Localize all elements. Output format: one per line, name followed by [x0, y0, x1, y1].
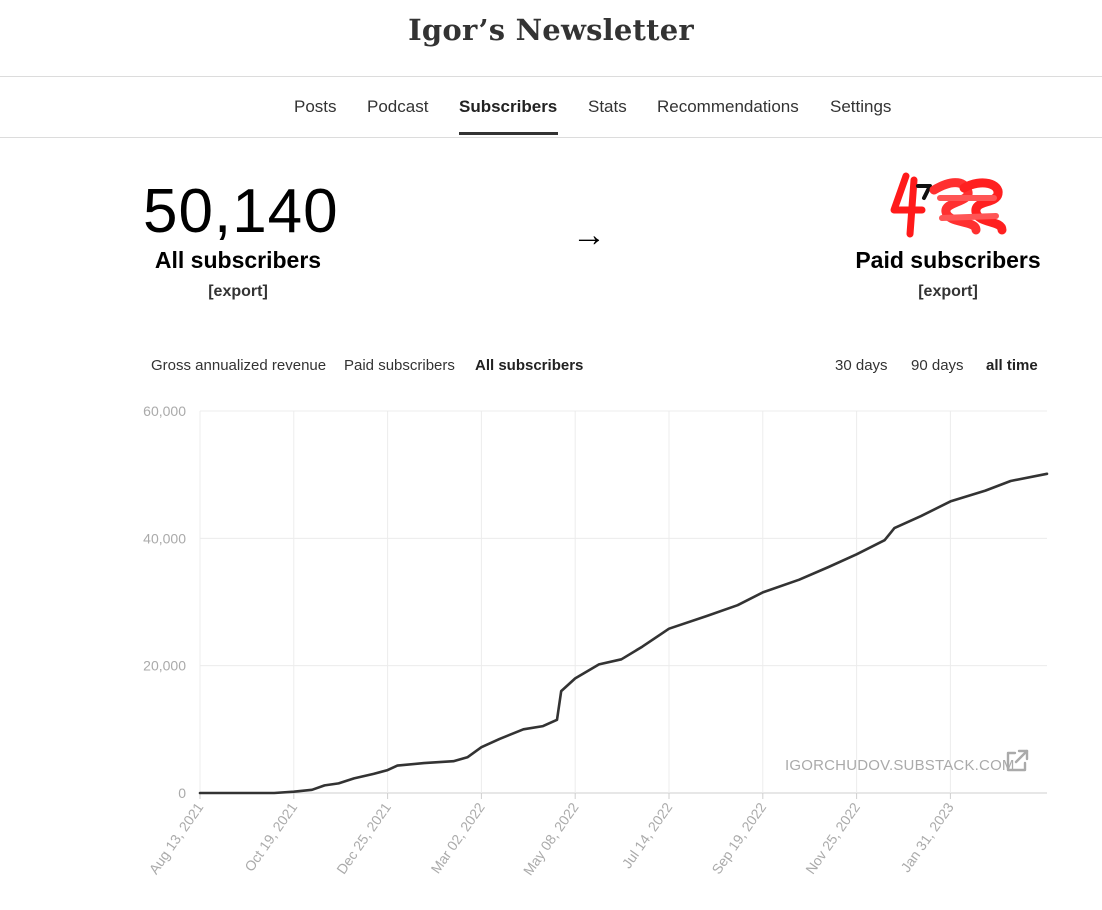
redacted-paid-count: [890, 172, 1007, 238]
x-tick-label: Sep 19, 2022: [708, 799, 769, 877]
header-divider: [0, 76, 1102, 77]
nav-recommendations[interactable]: Recommendations: [657, 97, 799, 116]
x-tick-label: Mar 02, 2022: [427, 799, 488, 876]
subscribers-series-line: [198, 472, 1049, 795]
active-tab-indicator: [459, 132, 558, 135]
range-90-days[interactable]: 90 days: [911, 357, 964, 374]
y-tick-label: 0: [178, 785, 186, 801]
export-paid-subscribers-link[interactable]: [export]: [918, 283, 978, 300]
x-tick-label: Oct 19, 2021: [241, 799, 300, 874]
nav-settings[interactable]: Settings: [830, 97, 892, 116]
nav-posts[interactable]: Posts: [294, 97, 337, 116]
nav-podcast[interactable]: Podcast: [367, 97, 429, 116]
all-subscribers-label: All subscribers: [154, 247, 322, 273]
y-tick-label: 60,000: [143, 403, 186, 419]
tab-all-subscribers[interactable]: All subscribers: [475, 357, 584, 374]
x-tick-label: Aug 13, 2021: [146, 799, 207, 877]
x-tick-label: Nov 25, 2022: [802, 799, 863, 877]
x-tick-label: May 08, 2022: [520, 799, 582, 878]
nav-divider: [0, 137, 1102, 138]
subscribers-chart: 0 20,000 40,000 60,000 Aug 13, 2021 Oct 19, 2…: [143, 403, 1049, 878]
all-subscribers-count: 50,140: [143, 177, 339, 246]
tab-paid-subscribers[interactable]: Paid subscribers: [344, 357, 455, 374]
x-tick-label: Dec 25, 2021: [333, 799, 394, 877]
nav-stats[interactable]: Stats: [588, 97, 627, 116]
site-title: Igor’s Newsletter: [408, 13, 694, 47]
range-all-time[interactable]: all time: [986, 357, 1038, 374]
y-tick-label: 20,000: [143, 658, 186, 674]
x-tick-label: Jul 14, 2022: [619, 799, 676, 871]
nav-subscribers[interactable]: Subscribers: [459, 97, 558, 116]
paid-subscribers-label: Paid subscribers: [855, 247, 1041, 273]
flow-arrow: →: [572, 216, 606, 254]
substack-watermark: IGORCHUDOV.SUBSTACK.COM: [785, 757, 1015, 774]
y-tick-label: 40,000: [143, 530, 186, 546]
x-tick-label: Jan 31, 2023: [897, 799, 957, 875]
export-all-subscribers-link[interactable]: [export]: [208, 283, 268, 300]
main-nav: Posts Podcast Subscribers Stats Recommen…: [0, 77, 1102, 137]
tab-gross-annualized-revenue[interactable]: Gross annualized revenue: [151, 357, 327, 374]
external-link-icon[interactable]: [1004, 748, 1030, 774]
range-30-days[interactable]: 30 days: [835, 357, 888, 374]
